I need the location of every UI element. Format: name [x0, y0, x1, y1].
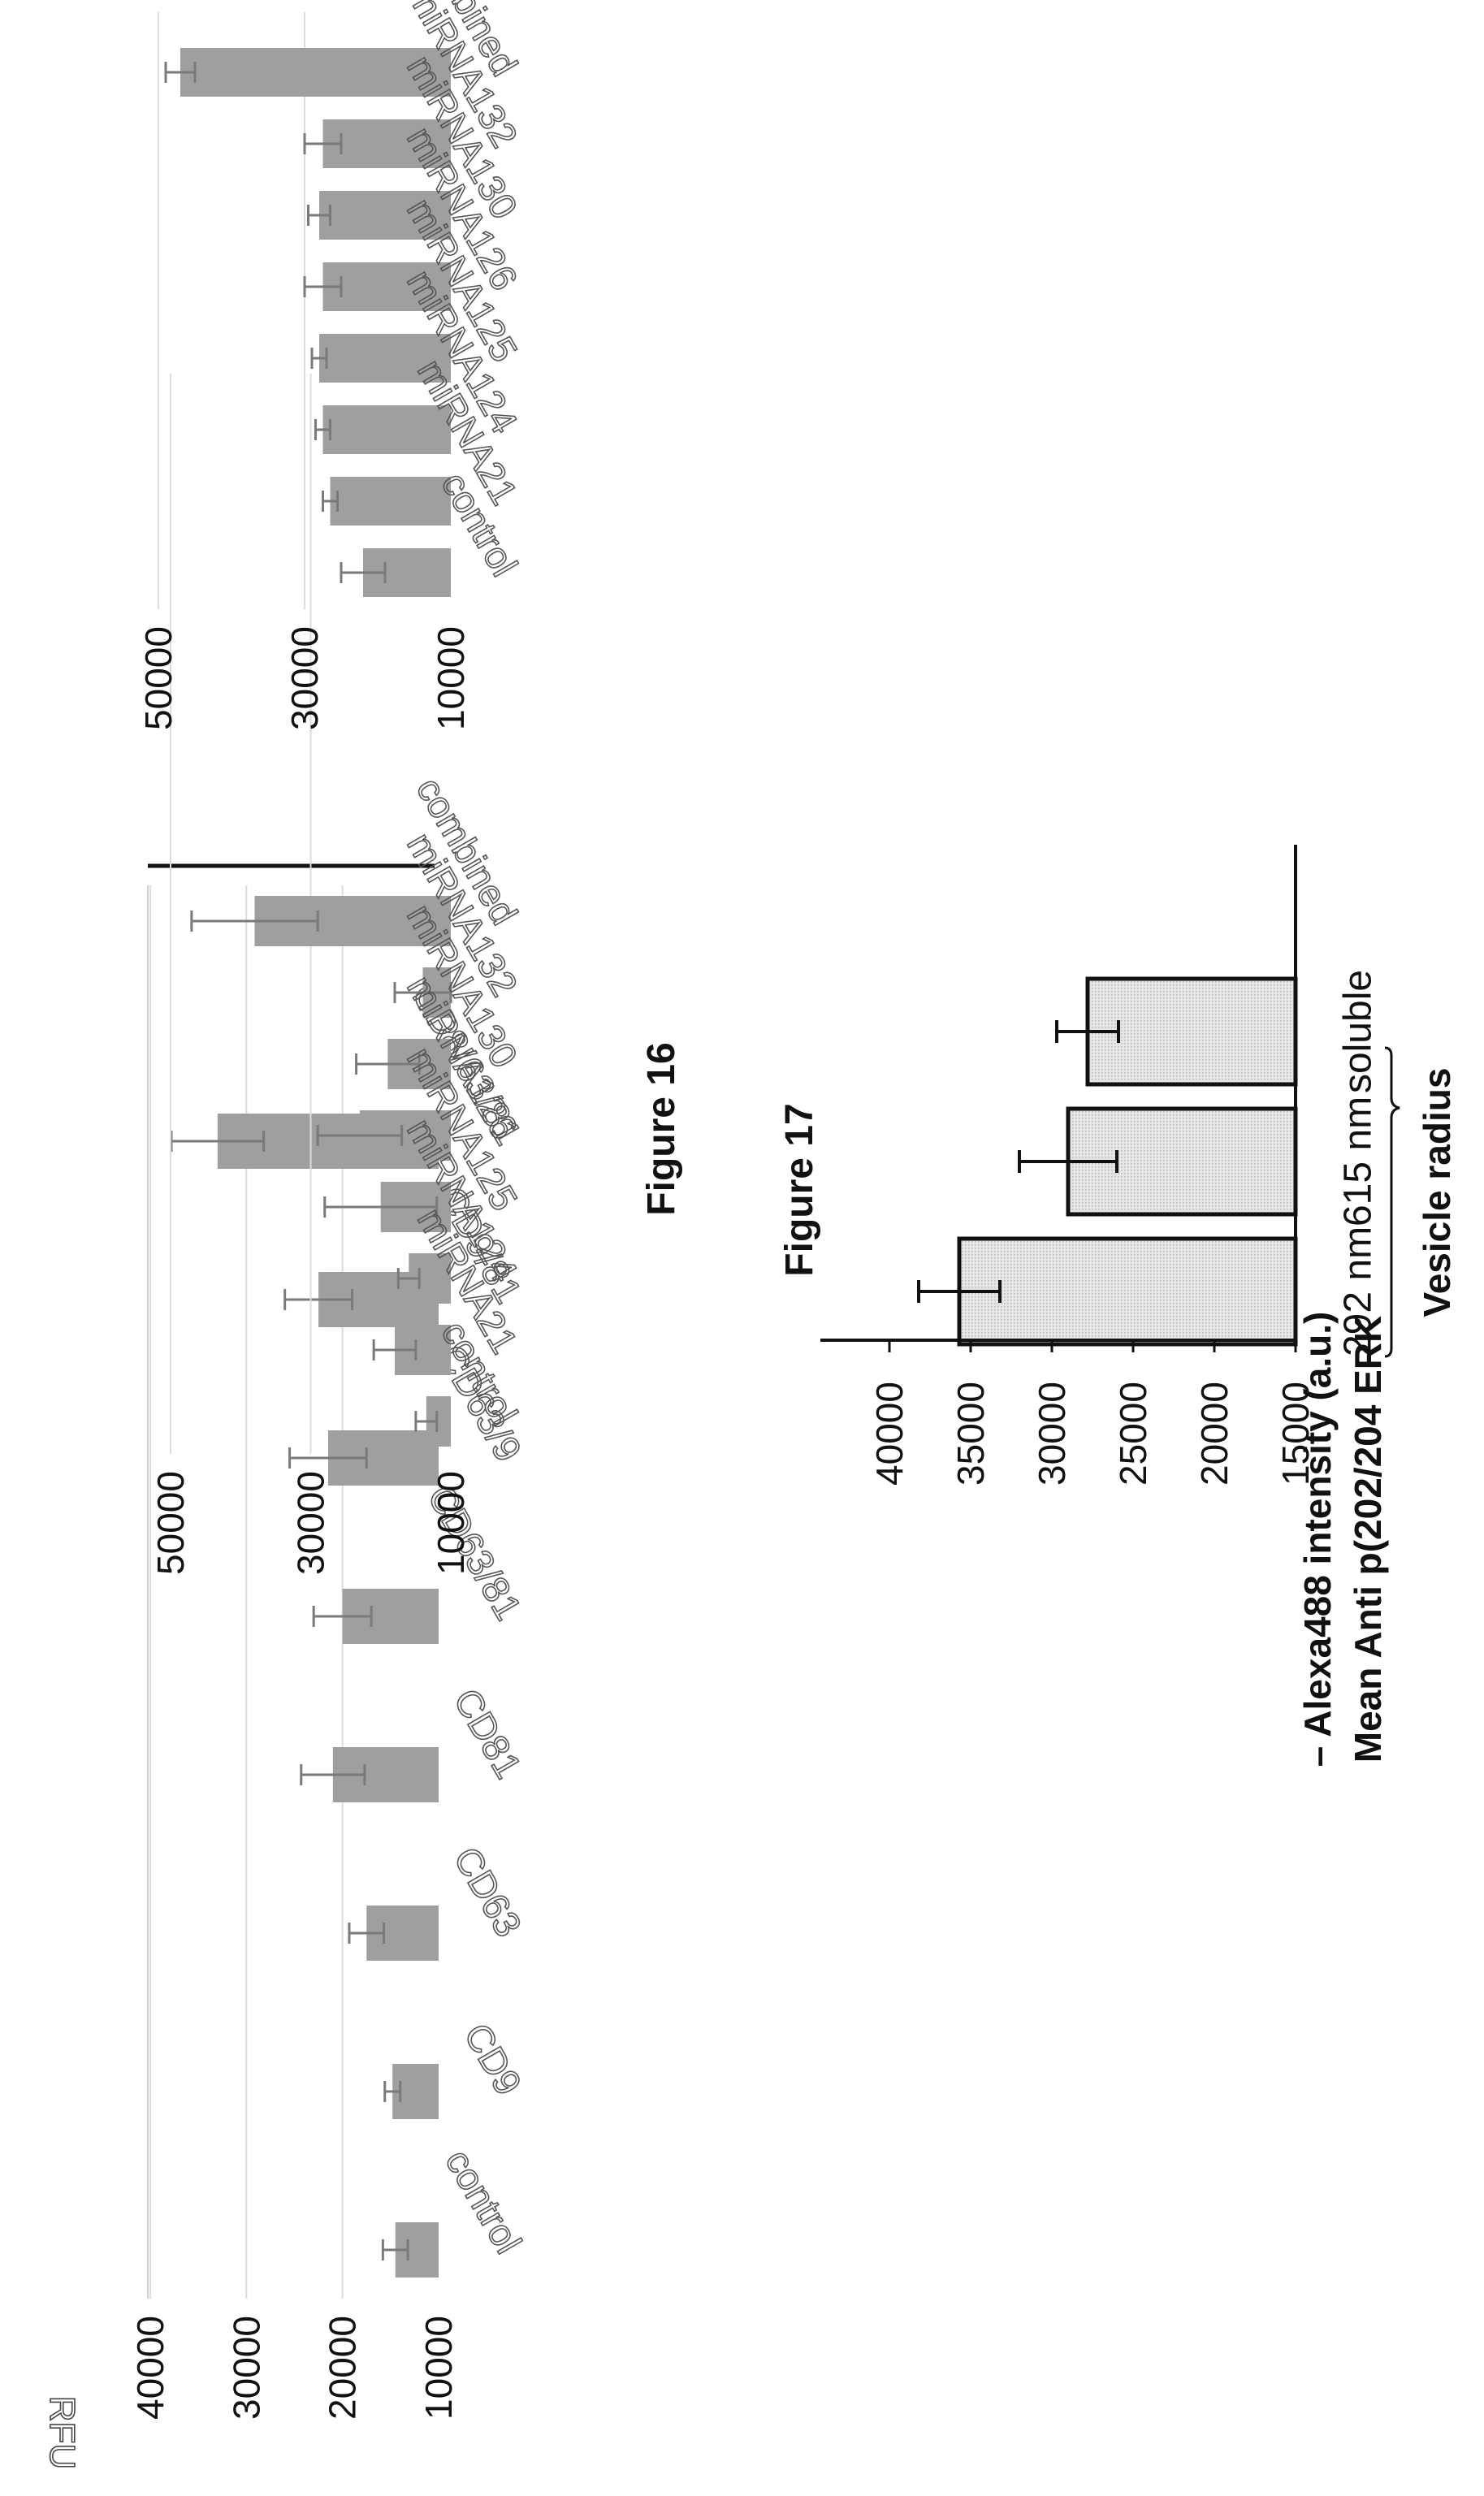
figure-16-title: Figure 16: [640, 1042, 683, 1215]
value-tick-label: 30000: [290, 1471, 332, 1575]
bar: [957, 1236, 1298, 1347]
fig17-ylabel-line2: – Alexa488 intensity (a.u.): [1296, 1312, 1339, 1767]
category-label: CD81: [446, 1681, 530, 1785]
value-tick-label: 20000: [322, 2316, 364, 2420]
bar: [322, 405, 451, 454]
bar: [322, 262, 451, 311]
value-tick-label: 10000: [430, 1471, 472, 1575]
category-label: 615 nm: [1337, 1097, 1380, 1226]
category-label: control: [437, 2142, 530, 2260]
value-tick-label: 50000: [137, 626, 180, 730]
value-tick-label: 40000: [129, 2316, 171, 2420]
value-tick-label: 35000: [950, 1382, 992, 1486]
fig16-chart-mirna-a: 50000 30000 10000controlmiRNA21miRNA124miR…: [149, 374, 526, 1575]
value-tick-label: 30000: [225, 2316, 267, 2420]
value-tick-label: 20000: [1193, 1382, 1235, 1486]
bar: [330, 477, 451, 526]
value-tick-label: 10000: [430, 626, 472, 730]
value-tick-label: 30000: [283, 626, 326, 730]
value-tick-label: 25000: [1112, 1382, 1154, 1486]
category-label: 292 nm: [1337, 1226, 1380, 1356]
bar: [180, 48, 451, 97]
bar: [319, 191, 451, 240]
category-label: soluble: [1337, 970, 1380, 1093]
value-tick-label: 30000: [1031, 1382, 1073, 1486]
fig17-ylabel-line1: Mean Anti p(202/204 ERK: [1347, 1316, 1389, 1763]
fig16-markers-ylabel: RFU: [42, 2396, 82, 2469]
fig16-chart-mirna-b: 50000 30000 10000controlmiRNA21miRNA124miR…: [137, 0, 526, 730]
fig17-chart-vesicle: 40000 35000 30000 25000 20000 15000 292 nm615 …: [820, 845, 1458, 1767]
category-label: CD63: [446, 1840, 530, 1944]
bar: [1085, 976, 1298, 1087]
figure-17-title: Figure 17: [778, 1103, 821, 1276]
value-tick-label: 40000: [868, 1382, 911, 1486]
value-tick-label: 50000: [149, 1471, 192, 1575]
fig17-group-label: Vesicle radius: [1416, 1068, 1458, 1317]
value-tick-label: 10000: [418, 2316, 460, 2420]
value-tick-label: 15000: [1274, 1382, 1317, 1486]
bar: [319, 334, 451, 383]
fig17-vesicle-bracket: [1384, 1046, 1400, 1358]
category-label: CD9: [456, 2016, 530, 2102]
bar: [322, 119, 451, 168]
